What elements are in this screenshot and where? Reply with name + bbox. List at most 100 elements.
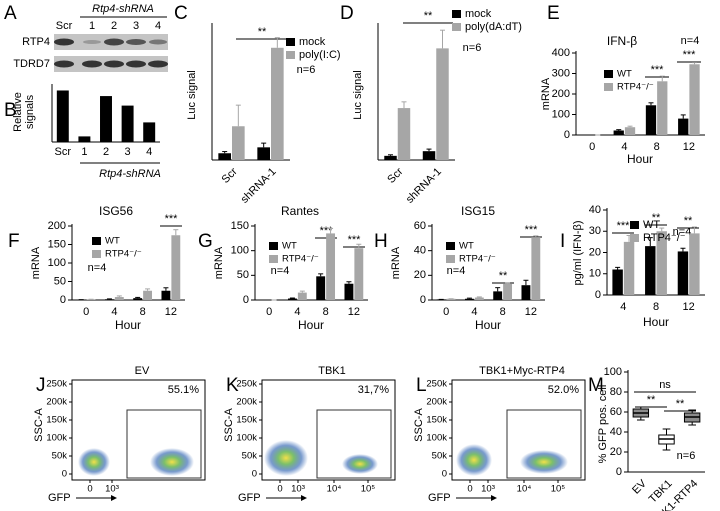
y-axis-label-line: Relative — [12, 92, 24, 132]
density-blob — [520, 450, 568, 474]
annotation: *** — [165, 213, 179, 225]
x-tick-label: 10⁵ — [361, 484, 376, 495]
x-tick-label: 10³ — [481, 484, 495, 495]
x-axis-label: GFP — [428, 492, 451, 504]
plot-title: TBK1+Myc-RTP4 — [479, 365, 565, 377]
y-tick-label: 250k — [46, 379, 67, 390]
band — [104, 60, 124, 68]
annotation: *** — [348, 234, 362, 246]
x-tick-label: 10⁴ — [327, 484, 342, 495]
y-tick-label: 50k — [52, 451, 68, 462]
bar — [161, 290, 171, 300]
annotation: ** — [499, 270, 508, 282]
y-tick-label: 0 — [252, 469, 257, 480]
legend-label: mock — [299, 36, 326, 48]
legend-label: WT — [105, 236, 120, 247]
x-tick-label: shRNA-1 — [239, 166, 279, 206]
x-tick-label: 4 — [620, 301, 626, 313]
legend-swatch — [286, 38, 295, 46]
x-tick-label: 4 — [621, 141, 627, 153]
panel-letter: B — [4, 100, 17, 121]
bar — [78, 136, 91, 142]
y-tick-label: 50k — [242, 451, 258, 462]
panel-letter: D — [340, 3, 354, 24]
y-tick-label: 150k — [426, 415, 447, 426]
bar — [287, 298, 297, 300]
y-axis-label: SSC-A — [223, 408, 235, 442]
legend-label: RTP4⁻/⁻ — [643, 232, 686, 244]
panel-letter: I — [560, 231, 565, 252]
bar — [133, 298, 143, 300]
bar — [354, 248, 364, 300]
x-tick-label: 3 — [125, 146, 131, 158]
band — [148, 60, 168, 68]
y-tick-label: 50 — [54, 275, 66, 287]
panel-letter: C — [174, 3, 188, 24]
legend-label: RTP4⁻/⁻ — [105, 249, 142, 260]
bar — [56, 90, 69, 142]
density-blob — [264, 440, 308, 476]
y-tick-label: 0 — [420, 294, 426, 306]
y-axis-label: mRNA — [390, 246, 402, 279]
x-tick-label: 2 — [103, 146, 109, 158]
bar — [344, 283, 354, 300]
annotation: n=4 — [447, 265, 466, 277]
legend-swatch — [269, 242, 278, 250]
legend-swatch — [452, 10, 461, 18]
x-tick-label: 10³ — [291, 484, 305, 495]
band — [83, 40, 101, 44]
bar — [645, 105, 657, 135]
band — [54, 60, 74, 68]
lane-label: 3 — [133, 20, 139, 32]
y-tick-label: 80 — [610, 386, 622, 398]
legend-swatch — [92, 250, 101, 258]
bar — [100, 96, 112, 142]
legend-swatch — [286, 51, 295, 59]
bar — [271, 47, 284, 160]
density-blob — [342, 454, 378, 474]
annotation: *** — [651, 64, 665, 76]
bar — [436, 48, 449, 160]
y-tick-label: 0 — [243, 294, 249, 306]
y-tick-label: 100k — [46, 433, 67, 444]
panel-letter: F — [8, 231, 20, 252]
bar — [613, 130, 624, 135]
annotation: n=4 — [88, 262, 107, 274]
x-tick-label: 0 — [467, 484, 472, 495]
density-blob — [150, 448, 194, 476]
x-tick-label: 4 — [111, 306, 117, 318]
y-axis-label: mRNA — [540, 77, 552, 110]
bar — [493, 291, 503, 300]
band — [126, 39, 146, 45]
panel-letter: M — [588, 375, 604, 396]
x-tick-label: 0 — [87, 484, 92, 495]
y-tick-label: 150k — [236, 415, 257, 426]
annotation: n=4 — [271, 265, 290, 277]
y-axis-label: mRNA — [213, 246, 225, 279]
y-axis-label: Luc signal — [186, 70, 198, 120]
x-tick-label: 12 — [165, 306, 177, 318]
density-blob — [78, 448, 110, 476]
legend-swatch — [446, 255, 455, 263]
bar — [446, 298, 456, 300]
y-tick-label: 150 — [48, 238, 66, 250]
lane-label: 1 — [89, 20, 95, 32]
y-tick-label: 20 — [589, 246, 601, 258]
y-tick-label: 0 — [62, 469, 67, 480]
x-tick-label: EV — [630, 477, 649, 496]
bar — [624, 127, 636, 135]
panel-letter: K — [226, 375, 239, 396]
y-axis-label: % GFP pos. cell — [597, 385, 609, 464]
legend-label: poly(dA:dT) — [465, 21, 522, 33]
y-tick-label: 150 — [231, 220, 249, 232]
x-tick-label: shRNA-1 — [404, 166, 444, 206]
bar — [384, 155, 397, 160]
annotation: n=6 — [677, 450, 696, 462]
y-tick-label: 250k — [426, 379, 447, 390]
legend-swatch — [604, 83, 613, 91]
blot-header: Rtp4-shRNA — [92, 3, 154, 15]
annotation: *** — [683, 49, 697, 61]
y-axis-label-line: signals — [24, 94, 36, 129]
x-tick-label: 12 — [683, 141, 695, 153]
bar — [143, 290, 153, 300]
